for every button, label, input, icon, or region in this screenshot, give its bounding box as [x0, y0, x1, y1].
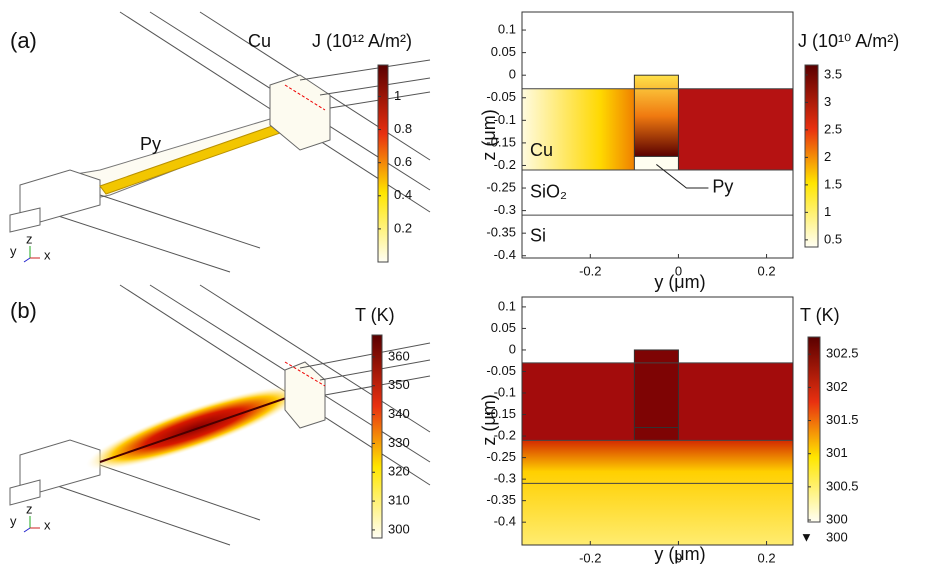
x-tick-label: -0.2 [579, 263, 601, 278]
y-tick-label: -0.15 [486, 406, 516, 421]
triad-label: z [26, 501, 33, 516]
y-tick-label: 0.05 [491, 320, 516, 335]
colorbar-tick-label: 301 [826, 445, 848, 460]
scene-a [10, 12, 430, 272]
y-tick-label: 0 [509, 341, 516, 356]
x-tick-label: -0.2 [579, 550, 601, 565]
region-label: Si [530, 225, 546, 245]
triad-label: x [44, 247, 51, 262]
y-tick-label: -0.2 [494, 157, 516, 172]
colorbar-tick-label: 3 [824, 94, 831, 109]
colorbar-tick-label: 2 [824, 149, 831, 164]
annotation: Py [712, 177, 733, 197]
colorbar-tick-label: 302.5 [826, 346, 859, 361]
y-tick-label: 0.1 [498, 298, 516, 313]
pillar [634, 75, 678, 156]
colorbar-tick-label: 3.5 [824, 66, 842, 81]
triad-label: x [44, 517, 51, 532]
scene-label: Py [140, 134, 161, 154]
colorbar-tick-label: 310 [388, 493, 410, 508]
figure: (a) (b) Cu Py y z x y z x J (10¹² A/m²) … [0, 0, 930, 567]
colorbar-title: T (K) [355, 305, 395, 325]
colorbar-tick-label: 1 [824, 204, 831, 219]
colorbar [808, 337, 820, 522]
region-label: SiO₂ [530, 181, 567, 201]
panel-label: (b) [10, 298, 37, 323]
colorbar-tick-label: 320 [388, 464, 410, 479]
py-layer [634, 156, 678, 170]
region-label: Cu [530, 140, 553, 160]
min-marker: 300 [826, 529, 848, 544]
triad-label: y [10, 243, 17, 258]
colorbar-title: J (10¹² A/m²) [312, 31, 412, 51]
colorbar-tick-label: 350 [388, 377, 410, 392]
x-tick-label: 0 [675, 550, 682, 565]
colorbar [805, 65, 818, 247]
colorbar-tick-label: 1 [394, 88, 401, 103]
colorbar [372, 335, 382, 538]
colorbar-tick-label: 301.5 [826, 412, 859, 427]
y-tick-label: -0.3 [494, 202, 516, 217]
min-marker-symbol: ▼ [800, 529, 813, 544]
colorbar-tick-label: 0.5 [824, 231, 842, 246]
y-tick-label: -0.25 [486, 449, 516, 464]
y-tick-label: -0.1 [494, 112, 516, 127]
colorbar-title: J (10¹⁰ A/m²) [798, 31, 899, 51]
y-tick-label: -0.2 [494, 428, 516, 443]
colorbar-tick-label: 302 [826, 379, 848, 394]
colorbar-tick-label: 300 [826, 511, 848, 526]
colorbar-tick-label: 2.5 [824, 121, 842, 136]
y-tick-label: -0.05 [486, 89, 516, 104]
panel-label: (a) [10, 28, 37, 53]
y-tick-label: 0.05 [491, 44, 516, 59]
colorbar-tick-label: 360 [388, 348, 410, 363]
triad-label: y [10, 513, 17, 528]
colorbar-tick-label: 0.2 [394, 220, 412, 235]
pillar [634, 350, 678, 440]
y-tick-label: -0.15 [486, 134, 516, 149]
x-tick-label: 0.2 [758, 263, 776, 278]
colorbar-tick-label: 0.4 [394, 187, 412, 202]
y-tick-label: 0 [509, 67, 516, 82]
y-tick-label: -0.4 [494, 247, 516, 262]
colorbar-tick-label: 340 [388, 406, 410, 421]
colorbar-tick-label: 0.6 [394, 154, 412, 169]
colorbar-tick-label: 300 [388, 521, 410, 536]
y-tick-label: -0.3 [494, 471, 516, 486]
axis-triad [24, 516, 40, 532]
substrate-heat [522, 440, 793, 545]
scene-label: Cu [248, 31, 271, 51]
y-tick-label: -0.05 [486, 363, 516, 378]
cu-right [678, 89, 793, 170]
y-tick-label: -0.1 [494, 384, 516, 399]
colorbar-tick-label: 1.5 [824, 176, 842, 191]
y-tick-label: -0.25 [486, 179, 516, 194]
triad-label: z [26, 231, 33, 246]
x-tick-label: 0 [675, 263, 682, 278]
colorbar-tick-label: 330 [388, 435, 410, 450]
axis-triad [24, 246, 40, 262]
colorbar-tick-label: 300.5 [826, 478, 859, 493]
y-tick-label: -0.4 [494, 514, 516, 529]
y-tick-label: -0.35 [486, 492, 516, 507]
y-tick-label: 0.1 [498, 21, 516, 36]
y-tick-label: -0.35 [486, 225, 516, 240]
colorbar-tick-label: 0.8 [394, 121, 412, 136]
x-tick-label: 0.2 [758, 550, 776, 565]
colorbar [378, 65, 388, 262]
colorbar-title: T (K) [800, 305, 840, 325]
